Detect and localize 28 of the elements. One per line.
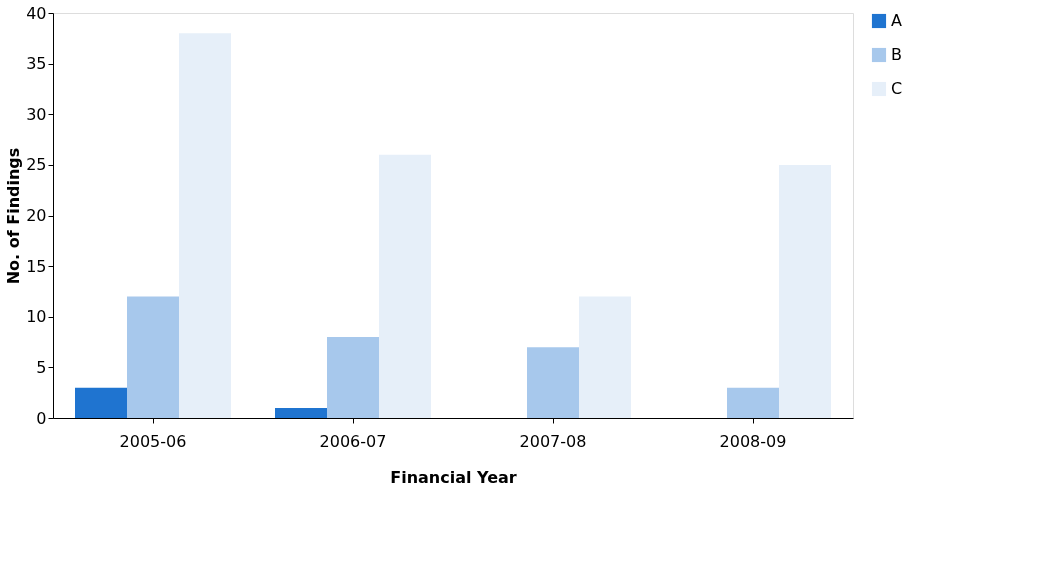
bar [379, 154, 431, 418]
bar [75, 387, 127, 418]
x-axis-title: Financial Year [390, 467, 517, 487]
y-tick-label: 0 [36, 408, 47, 428]
y-tick-label: 35 [26, 54, 47, 74]
x-tick-label: 2006-07 [319, 431, 387, 451]
legend-label: A [891, 11, 902, 30]
legend-label: B [891, 45, 902, 64]
bar [579, 296, 631, 418]
bar [727, 387, 779, 418]
bar [179, 33, 231, 418]
x-tick-label: 2005-06 [119, 431, 187, 451]
bar [779, 164, 831, 418]
y-tick-label: 25 [26, 155, 47, 175]
bar [327, 337, 379, 418]
y-tick-label: 30 [26, 104, 47, 124]
y-axis-title: No. of Findings [4, 147, 24, 285]
y-tick-label: 40 [26, 3, 47, 23]
y-tick-label: 5 [36, 357, 47, 377]
bar [127, 296, 179, 418]
bar [275, 407, 327, 418]
x-tick-label: 2008-09 [719, 431, 787, 451]
y-tick-label: 15 [26, 256, 47, 276]
x-tick-label: 2007-08 [519, 431, 587, 451]
legend-label: C [891, 79, 903, 98]
bar [527, 347, 579, 418]
y-tick-label: 20 [26, 206, 47, 225]
y-tick-label: 10 [26, 307, 47, 327]
